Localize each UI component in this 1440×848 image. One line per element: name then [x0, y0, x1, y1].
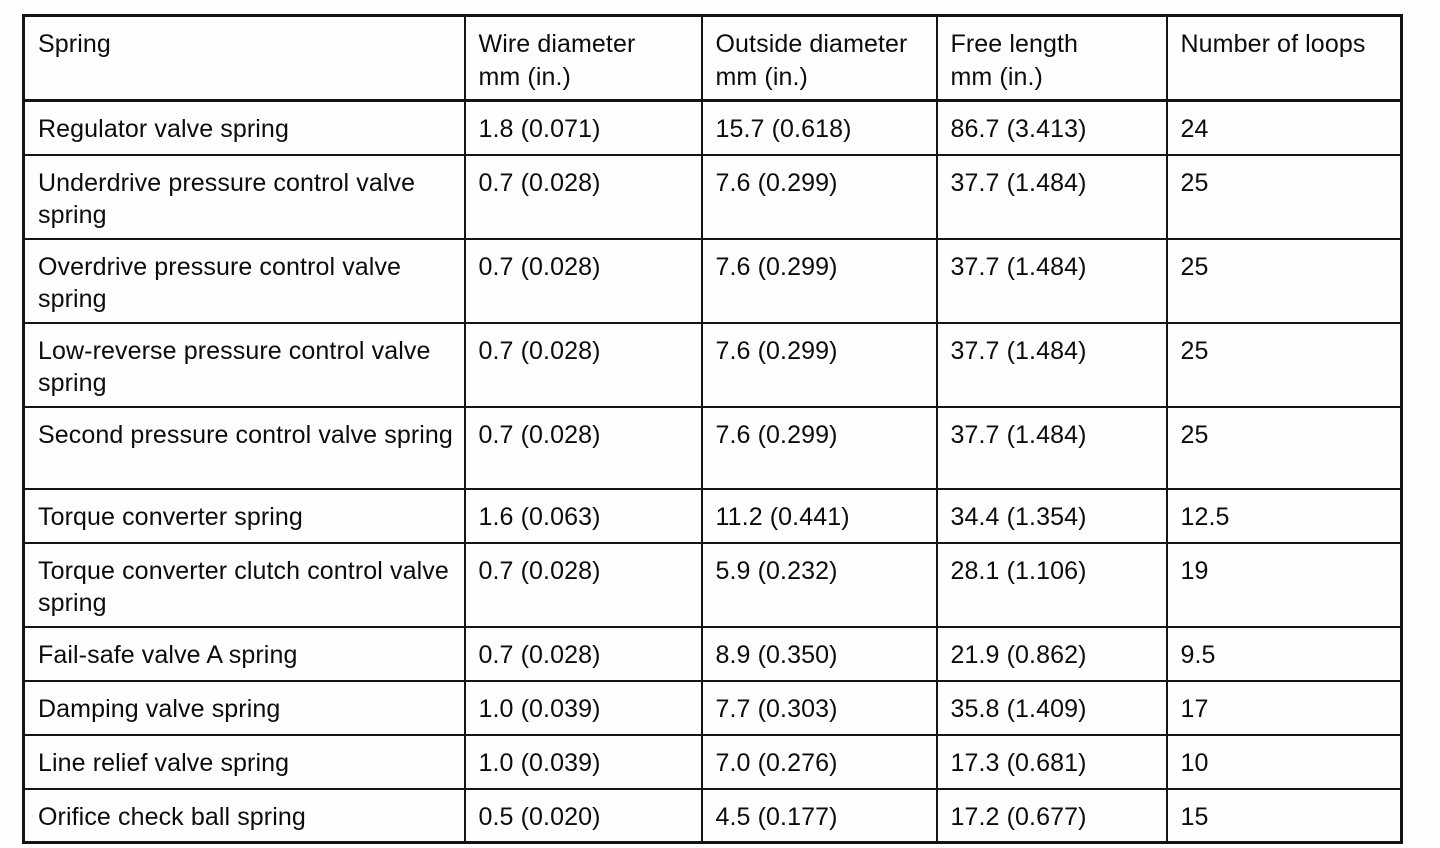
cell-outside-diameter: 8.9 (0.350) [700, 625, 938, 682]
col-header-label: Number of loops [1180, 30, 1366, 58]
cell-wire-diameter: 0.7 (0.028) [463, 321, 703, 408]
col-header-label: Outside diameter [715, 30, 908, 58]
cell-loops: 19 [1165, 541, 1403, 628]
cell-free-length: 37.7 (1.484) [935, 237, 1168, 324]
cell-free-length: 21.9 (0.862) [935, 625, 1168, 682]
cell-outside-diameter: 7.6 (0.299) [700, 321, 938, 408]
cell-free-length: 17.3 (0.681) [935, 733, 1168, 790]
cell-wire-diameter: 1.0 (0.039) [463, 679, 703, 736]
cell-loops: 15 [1165, 787, 1403, 844]
cell-spring: Regulator valve spring [22, 99, 466, 156]
cell-wire-diameter: 1.6 (0.063) [463, 487, 703, 544]
col-header-free-length: Free length mm (in.) [935, 14, 1168, 102]
table-header-row: Spring Wire diameter mm (in.) Outside di… [22, 14, 1403, 102]
cell-outside-diameter: 5.9 (0.232) [700, 541, 938, 628]
table-row: Orifice check ball spring 0.5 (0.020) 4.… [22, 787, 1403, 844]
spring-specifications-table: Spring Wire diameter mm (in.) Outside di… [22, 14, 1403, 844]
cell-loops: 25 [1165, 153, 1403, 240]
cell-wire-diameter: 0.7 (0.028) [463, 153, 703, 240]
table-row: Torque converter clutch control valve sp… [22, 541, 1403, 628]
cell-outside-diameter: 7.6 (0.299) [700, 153, 938, 240]
cell-spring: Torque converter clutch control valve sp… [22, 541, 466, 628]
cell-loops: 24 [1165, 99, 1403, 156]
cell-spring: Overdrive pressure control valve spring [22, 237, 466, 324]
cell-wire-diameter: 1.0 (0.039) [463, 733, 703, 790]
table-row: Overdrive pressure control valve spring … [22, 237, 1403, 324]
col-header-spring: Spring [22, 14, 466, 102]
cell-wire-diameter: 0.7 (0.028) [463, 405, 703, 490]
cell-free-length: 37.7 (1.484) [935, 321, 1168, 408]
cell-spring: Fail-safe valve A spring [22, 625, 466, 682]
cell-loops: 12.5 [1165, 487, 1403, 544]
cell-loops: 10 [1165, 733, 1403, 790]
cell-loops: 25 [1165, 237, 1403, 324]
table-row: Torque converter spring 1.6 (0.063) 11.2… [22, 487, 1403, 544]
cell-outside-diameter: 7.6 (0.299) [700, 405, 938, 490]
col-header-number-of-loops: Number of loops [1165, 14, 1403, 102]
col-header-wire-diameter: Wire diameter mm (in.) [463, 14, 703, 102]
cell-free-length: 28.1 (1.106) [935, 541, 1168, 628]
cell-outside-diameter: 7.6 (0.299) [700, 237, 938, 324]
table-row: Regulator valve spring 1.8 (0.071) 15.7 … [22, 99, 1403, 156]
cell-free-length: 17.2 (0.677) [935, 787, 1168, 844]
col-header-unit: mm (in.) [478, 62, 571, 91]
cell-spring: Damping valve spring [22, 679, 466, 736]
cell-spring: Line relief valve spring [22, 733, 466, 790]
col-header-label: Spring [38, 30, 111, 58]
cell-wire-diameter: 0.7 (0.028) [463, 237, 703, 324]
col-header-label: Free length [950, 30, 1079, 58]
cell-outside-diameter: 4.5 (0.177) [700, 787, 938, 844]
cell-free-length: 35.8 (1.409) [935, 679, 1168, 736]
cell-free-length: 34.4 (1.354) [935, 487, 1168, 544]
cell-loops: 25 [1165, 321, 1403, 408]
table-row: Fail-safe valve A spring 0.7 (0.028) 8.9… [22, 625, 1403, 682]
table-row: Low-reverse pressure control valve sprin… [22, 321, 1403, 408]
cell-outside-diameter: 7.0 (0.276) [700, 733, 938, 790]
cell-loops: 25 [1165, 405, 1403, 490]
cell-wire-diameter: 1.8 (0.071) [463, 99, 703, 156]
col-header-label: Wire diameter [478, 30, 636, 58]
cell-spring: Orifice check ball spring [22, 787, 466, 844]
cell-wire-diameter: 0.5 (0.020) [463, 787, 703, 844]
col-header-unit: mm (in.) [950, 62, 1043, 91]
cell-outside-diameter: 15.7 (0.618) [700, 99, 938, 156]
cell-spring: Torque converter spring [22, 487, 466, 544]
cell-loops: 9.5 [1165, 625, 1403, 682]
cell-free-length: 37.7 (1.484) [935, 153, 1168, 240]
cell-wire-diameter: 0.7 (0.028) [463, 541, 703, 628]
cell-free-length: 86.7 (3.413) [935, 99, 1168, 156]
col-header-unit: mm (in.) [715, 62, 808, 91]
cell-free-length: 37.7 (1.484) [935, 405, 1168, 490]
cell-wire-diameter: 0.7 (0.028) [463, 625, 703, 682]
cell-loops: 17 [1165, 679, 1403, 736]
cell-outside-diameter: 11.2 (0.441) [700, 487, 938, 544]
cell-spring: Low-reverse pressure control valve sprin… [22, 321, 466, 408]
table-row: Line relief valve spring 1.0 (0.039) 7.0… [22, 733, 1403, 790]
cell-spring: Underdrive pressure control valve spring [22, 153, 466, 240]
cell-outside-diameter: 7.7 (0.303) [700, 679, 938, 736]
table-row: Second pressure control valve spring 0.7… [22, 405, 1403, 490]
col-header-outside-diameter: Outside diameter mm (in.) [700, 14, 938, 102]
cell-spring: Second pressure control valve spring [22, 405, 466, 490]
table-row: Damping valve spring 1.0 (0.039) 7.7 (0.… [22, 679, 1403, 736]
table-row: Underdrive pressure control valve spring… [22, 153, 1403, 240]
